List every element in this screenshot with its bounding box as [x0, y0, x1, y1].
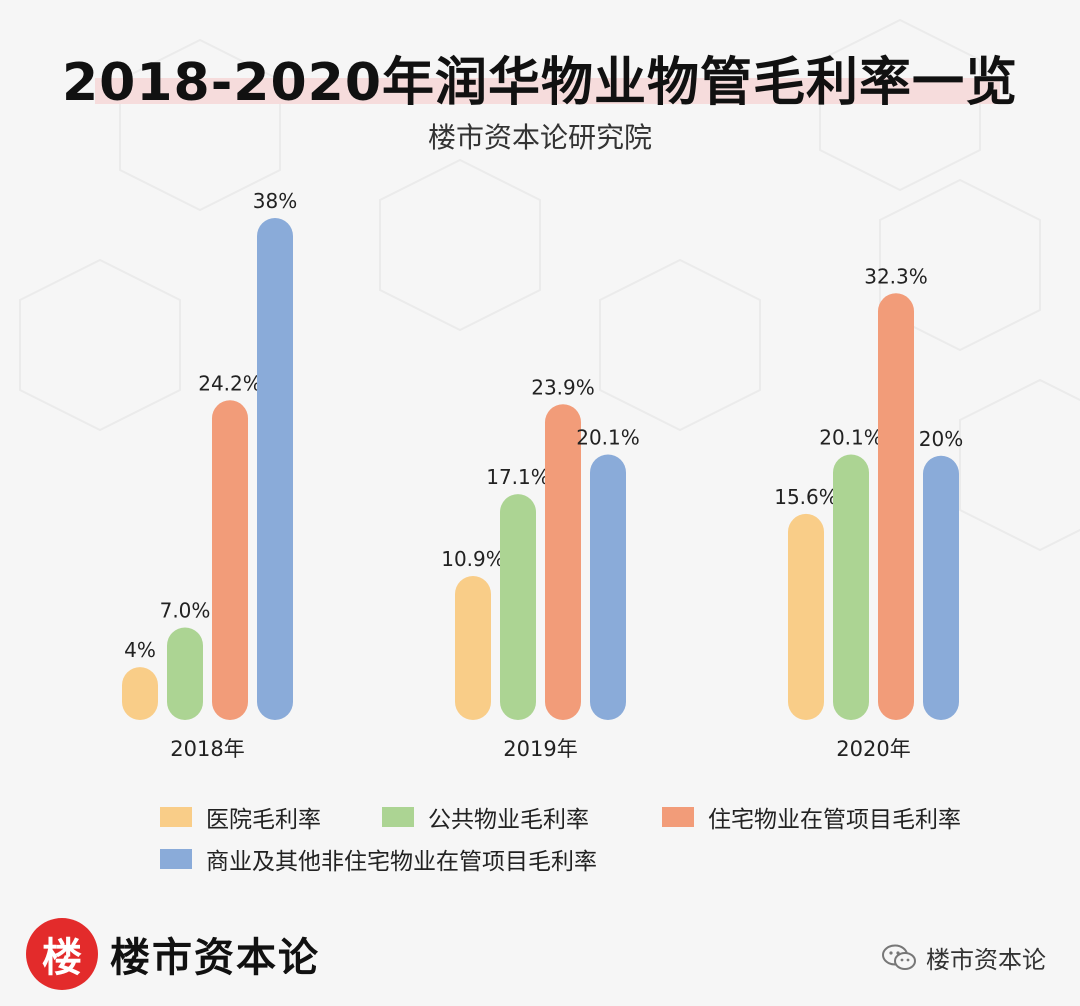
chart-subtitle: 楼市资本论研究院	[427, 121, 652, 154]
category-label: 2020年	[836, 737, 910, 761]
bar-2018年-商业及其他非住宅物业在管项目毛利率	[257, 218, 293, 720]
data-label: 4%	[124, 638, 156, 662]
bar-2019年-医院毛利率	[455, 576, 491, 720]
bar-2018年-公共物业毛利率	[167, 627, 203, 720]
bar-chart: 4%7.0% 24.2% 38% 2018年 10.9% 17.1% 23.9% 20.1% 2…	[122, 189, 963, 761]
bar-2019年-住宅物业在管项目毛利率	[545, 404, 581, 720]
data-label: 15.6%	[774, 485, 838, 509]
brand-badge: 楼	[26, 918, 98, 990]
data-label: 38%	[253, 189, 297, 213]
data-label: 23.9%	[531, 375, 595, 399]
title-highlight	[95, 78, 1000, 104]
data-label: 20.1%	[819, 425, 883, 449]
chart-title: 2018-2020年润华物业物管毛利率一览	[61, 53, 1019, 113]
legend-item: 商业及其他非住宅物业在管项目毛利率	[160, 842, 597, 876]
data-label: 20%	[919, 427, 963, 451]
bar-2020年-公共物业毛利率	[833, 454, 869, 720]
wechat-icon	[882, 944, 916, 970]
bar-2020年-商业及其他非住宅物业在管项目毛利率	[923, 455, 959, 720]
bar-2020年-医院毛利率	[788, 513, 824, 720]
legend-label: 公共物业毛利率	[428, 807, 589, 833]
legend-item: 住宅物业在管项目毛利率	[662, 800, 961, 834]
bar-2018年-住宅物业在管项目毛利率	[212, 400, 248, 720]
legend-swatch	[160, 807, 192, 827]
wechat-name: 楼市资本论	[926, 946, 1046, 974]
category-label: 2018年	[170, 737, 244, 761]
wechat-account: 楼市资本论	[882, 940, 1046, 975]
bar-2018年-医院毛利率	[122, 667, 158, 720]
legend-item: 公共物业毛利率	[382, 800, 589, 834]
data-label: 20.1%	[576, 425, 640, 449]
legend-swatch	[382, 807, 414, 827]
legend-item: 医院毛利率	[160, 800, 321, 834]
bar-2020年-住宅物业在管项目毛利率	[878, 293, 914, 720]
bar-2019年-公共物业毛利率	[500, 494, 536, 720]
data-label: 32.3%	[864, 264, 928, 288]
brand-name: 楼市资本论	[110, 935, 320, 981]
legend-label: 医院毛利率	[206, 807, 321, 833]
category-label: 2019年	[503, 737, 577, 761]
data-label: 10.9%	[441, 547, 505, 571]
data-label: 17.1%	[486, 465, 550, 489]
legend-label: 商业及其他非住宅物业在管项目毛利率	[206, 849, 597, 875]
legend-label: 住宅物业在管项目毛利率	[708, 807, 961, 833]
data-label: 24.2%	[198, 371, 262, 395]
brand-logo: 楼 楼市资本论	[26, 918, 320, 990]
legend-swatch	[662, 807, 694, 827]
legend-swatch	[160, 849, 192, 869]
bar-2019年-商业及其他非住宅物业在管项目毛利率	[590, 454, 626, 720]
data-label: 7.0%	[160, 599, 211, 623]
